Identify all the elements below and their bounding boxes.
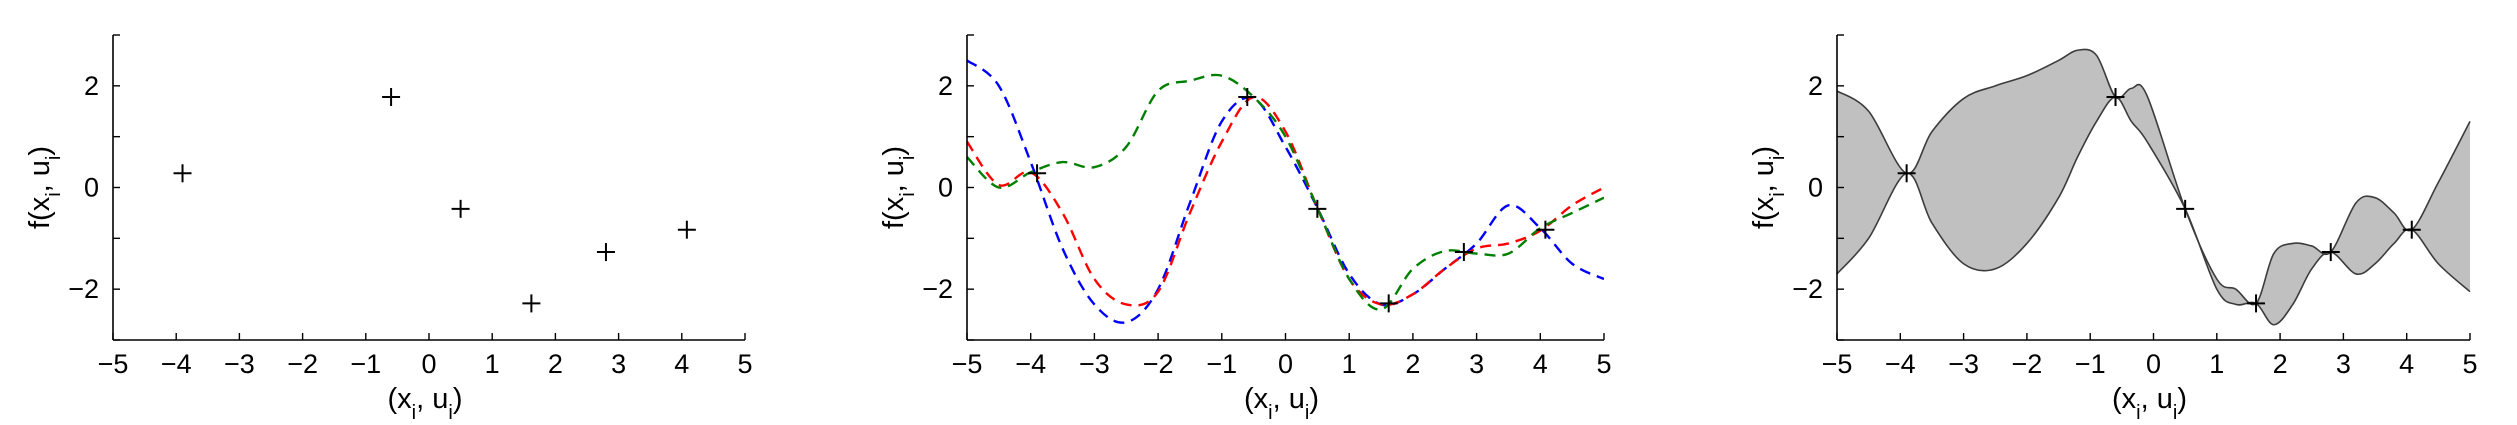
- y-tick-label: −2: [922, 274, 953, 304]
- data-markers: [1028, 88, 1555, 313]
- data-point-marker: [173, 164, 192, 183]
- y-axis-label: f(xi, ui): [1748, 146, 1789, 229]
- x-tick-label: 4: [2399, 349, 2414, 379]
- y-tick-label: 0: [84, 173, 99, 203]
- x-tick-label: 0: [421, 349, 436, 379]
- axes: −5 −4 −3 −2 −1 0 1 2 3 4 5 2 0 −2 (xi, ui) f(xi, ui): [1748, 34, 2478, 424]
- x-axis-label: (xi, ui): [388, 383, 463, 424]
- x-tick-label: −1: [350, 349, 381, 379]
- data-point-marker: [1536, 220, 1555, 239]
- sample-function-line-2: [967, 95, 1604, 307]
- x-tick-label: 2: [2273, 349, 2288, 379]
- x-tick-label: −5: [952, 349, 983, 379]
- plot-area: [1836, 48, 2471, 326]
- data-point-marker: [2247, 294, 2266, 313]
- x-tick-label: −2: [287, 349, 318, 379]
- y-tick-label: 2: [84, 71, 99, 101]
- x-tick-label: −3: [224, 349, 255, 379]
- data-point-marker: [1238, 88, 1257, 107]
- y-tick-label: 0: [1808, 173, 1823, 203]
- axes: −5 −4 −3 −2 −1 0 1 2 3 4 5 2 0 −2 (xi, ui) f(xi, ui): [24, 34, 753, 424]
- x-tick-label: −2: [2012, 349, 2043, 379]
- data-point-marker: [2176, 199, 2195, 218]
- y-tick-label: −2: [68, 274, 99, 304]
- x-tick-label: 5: [1596, 349, 1611, 379]
- x-tick-label: 0: [2146, 349, 2161, 379]
- data-point-marker: [1028, 164, 1047, 183]
- data-point-marker: [677, 220, 696, 239]
- confidence-band: [1837, 49, 2470, 325]
- x-tick-label: 4: [1533, 349, 1548, 379]
- plot-area: [967, 59, 1604, 324]
- x-tick-label: −4: [1885, 349, 1916, 379]
- x-tick-label: −3: [1948, 349, 1979, 379]
- x-tick-label: −3: [1079, 349, 1110, 379]
- x-tick-label: 2: [548, 349, 563, 379]
- data-markers: [1897, 88, 2421, 313]
- x-tick-label: 4: [674, 349, 689, 379]
- data-point-marker: [1308, 199, 1327, 218]
- data-point-marker: [2402, 220, 2421, 239]
- x-tick-label: 3: [1469, 349, 1484, 379]
- x-tick-label: 3: [2336, 349, 2351, 379]
- data-point-marker: [522, 294, 541, 313]
- x-tick-label: 0: [1278, 349, 1293, 379]
- x-tick-label: −1: [2075, 349, 2106, 379]
- x-tick-label: −5: [1822, 349, 1853, 379]
- uncertainty-band-panel: −5 −4 −3 −2 −1 0 1 2 3 4 5 2 0 −2 (xi, ui) f(xi, ui): [1748, 34, 2478, 424]
- y-tick-label: 2: [938, 71, 953, 101]
- x-tick-label: −1: [1206, 349, 1237, 379]
- data-point-marker: [596, 243, 615, 262]
- data-point-marker: [451, 199, 470, 218]
- data-markers: [173, 88, 696, 313]
- sample-function-line-1: [967, 59, 1604, 324]
- data-point-marker: [1379, 294, 1398, 313]
- y-tick-label: 0: [938, 173, 953, 203]
- sample-function-line-3: [967, 73, 1604, 311]
- y-axis-label: f(xi, ui): [24, 146, 65, 229]
- y-tick-label: 2: [1808, 71, 1823, 101]
- data-point-marker: [382, 88, 401, 107]
- data-point-marker: [2106, 88, 2125, 107]
- x-axis-label: (xi, ui): [2112, 383, 2187, 424]
- x-tick-label: −5: [98, 349, 129, 379]
- x-tick-label: 3: [611, 349, 626, 379]
- x-tick-label: 1: [485, 349, 500, 379]
- axes: −5 −4 −3 −2 −1 0 1 2 3 4 5 2 0 −2 (xi, ui) f(xi, ui): [878, 34, 1612, 424]
- x-tick-label: 5: [737, 349, 752, 379]
- data-point-marker: [2321, 243, 2340, 262]
- sample-functions-panel: −5 −4 −3 −2 −1 0 1 2 3 4 5 2 0 −2 (xi, ui) f(xi, ui): [878, 34, 1612, 424]
- data-point-marker: [1897, 164, 1916, 183]
- x-axis-label: (xi, ui): [1244, 383, 1319, 424]
- x-tick-label: −4: [161, 349, 192, 379]
- x-tick-label: 5: [2462, 349, 2477, 379]
- y-tick-label: −2: [1792, 274, 1823, 304]
- x-tick-label: −4: [1015, 349, 1046, 379]
- x-tick-label: 1: [1342, 349, 1357, 379]
- y-axis-label: f(xi, ui): [878, 146, 919, 229]
- data-point-marker: [1454, 243, 1473, 262]
- scatter-panel: −5 −4 −3 −2 −1 0 1 2 3 4 5 2 0 −2 (xi, ui) f(xi, ui): [24, 34, 753, 424]
- x-tick-label: 1: [2209, 349, 2224, 379]
- x-tick-label: 2: [1405, 349, 1420, 379]
- x-tick-label: −2: [1143, 349, 1174, 379]
